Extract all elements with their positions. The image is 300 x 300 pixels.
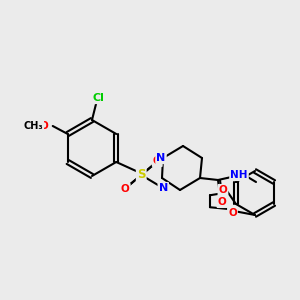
Text: O: O (218, 197, 226, 207)
Text: O: O (121, 184, 130, 194)
Text: N: N (156, 153, 166, 163)
Text: O: O (219, 185, 227, 195)
Text: CH₃: CH₃ (24, 121, 44, 131)
Text: S: S (137, 169, 146, 182)
Text: Cl: Cl (92, 93, 104, 103)
Text: O: O (39, 121, 48, 131)
Text: NH: NH (230, 170, 248, 180)
Text: O: O (228, 208, 237, 218)
Text: N: N (159, 183, 168, 193)
Text: O: O (153, 156, 162, 166)
